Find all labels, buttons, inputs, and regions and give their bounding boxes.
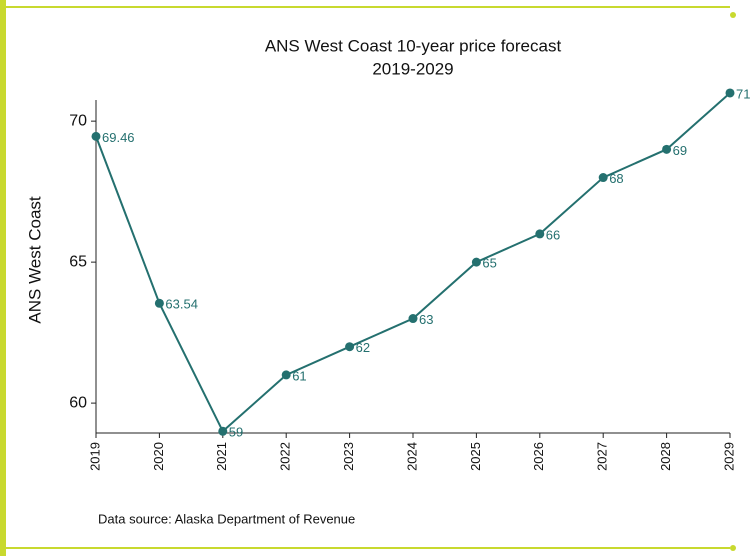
data-point [408,314,418,324]
x-tick-label: 2026 [531,442,546,471]
data-label: 63.54 [165,297,198,312]
data-point [281,370,291,380]
y-tick-label: 65 [69,253,87,270]
y-axis-label: ANS West Coast [25,196,44,324]
x-tick-label: 2029 [721,442,736,471]
data-label: 59 [229,425,243,440]
data-point [91,131,101,141]
data-point [345,342,355,352]
data-label: 62 [356,340,370,355]
frame-left [0,0,6,556]
data-label: 66 [546,227,560,242]
data-label: 63 [419,312,433,327]
data-label: 71 [736,86,750,101]
x-tick-label: 2021 [214,442,229,471]
y-tick-label: 60 [69,394,87,411]
x-tick-label: 2027 [595,442,610,471]
x-tick-label: 2022 [278,442,293,471]
data-point [725,88,735,98]
frame-dot [730,545,736,551]
series-line [95,92,731,433]
chart-title: ANS West Coast 10-year price forecast [265,36,562,55]
source-note: Data source: Alaska Department of Revenu… [98,511,355,526]
x-tick-label: 2019 [87,442,102,471]
data-point [598,173,608,183]
frame-dot [730,12,736,18]
data-label: 69 [673,143,687,158]
data-point [471,257,481,267]
x-tick-label: 2025 [468,442,483,471]
chart-subtitle: 2019-2029 [372,59,453,78]
frame-bottom [0,547,730,549]
data-point [154,298,164,308]
x-tick-label: 2028 [658,442,673,471]
data-label: 68 [609,171,623,186]
data-point [662,144,672,154]
x-tick-label: 2023 [341,442,356,471]
data-point [218,426,228,436]
x-tick-label: 2020 [151,442,166,471]
data-label: 69.46 [102,130,135,145]
data-point [535,229,545,239]
x-tick-label: 2024 [404,442,419,471]
y-tick-label: 70 [69,112,87,129]
data-label: 65 [482,256,496,271]
data-label: 61 [292,368,306,383]
frame-top [0,6,730,8]
